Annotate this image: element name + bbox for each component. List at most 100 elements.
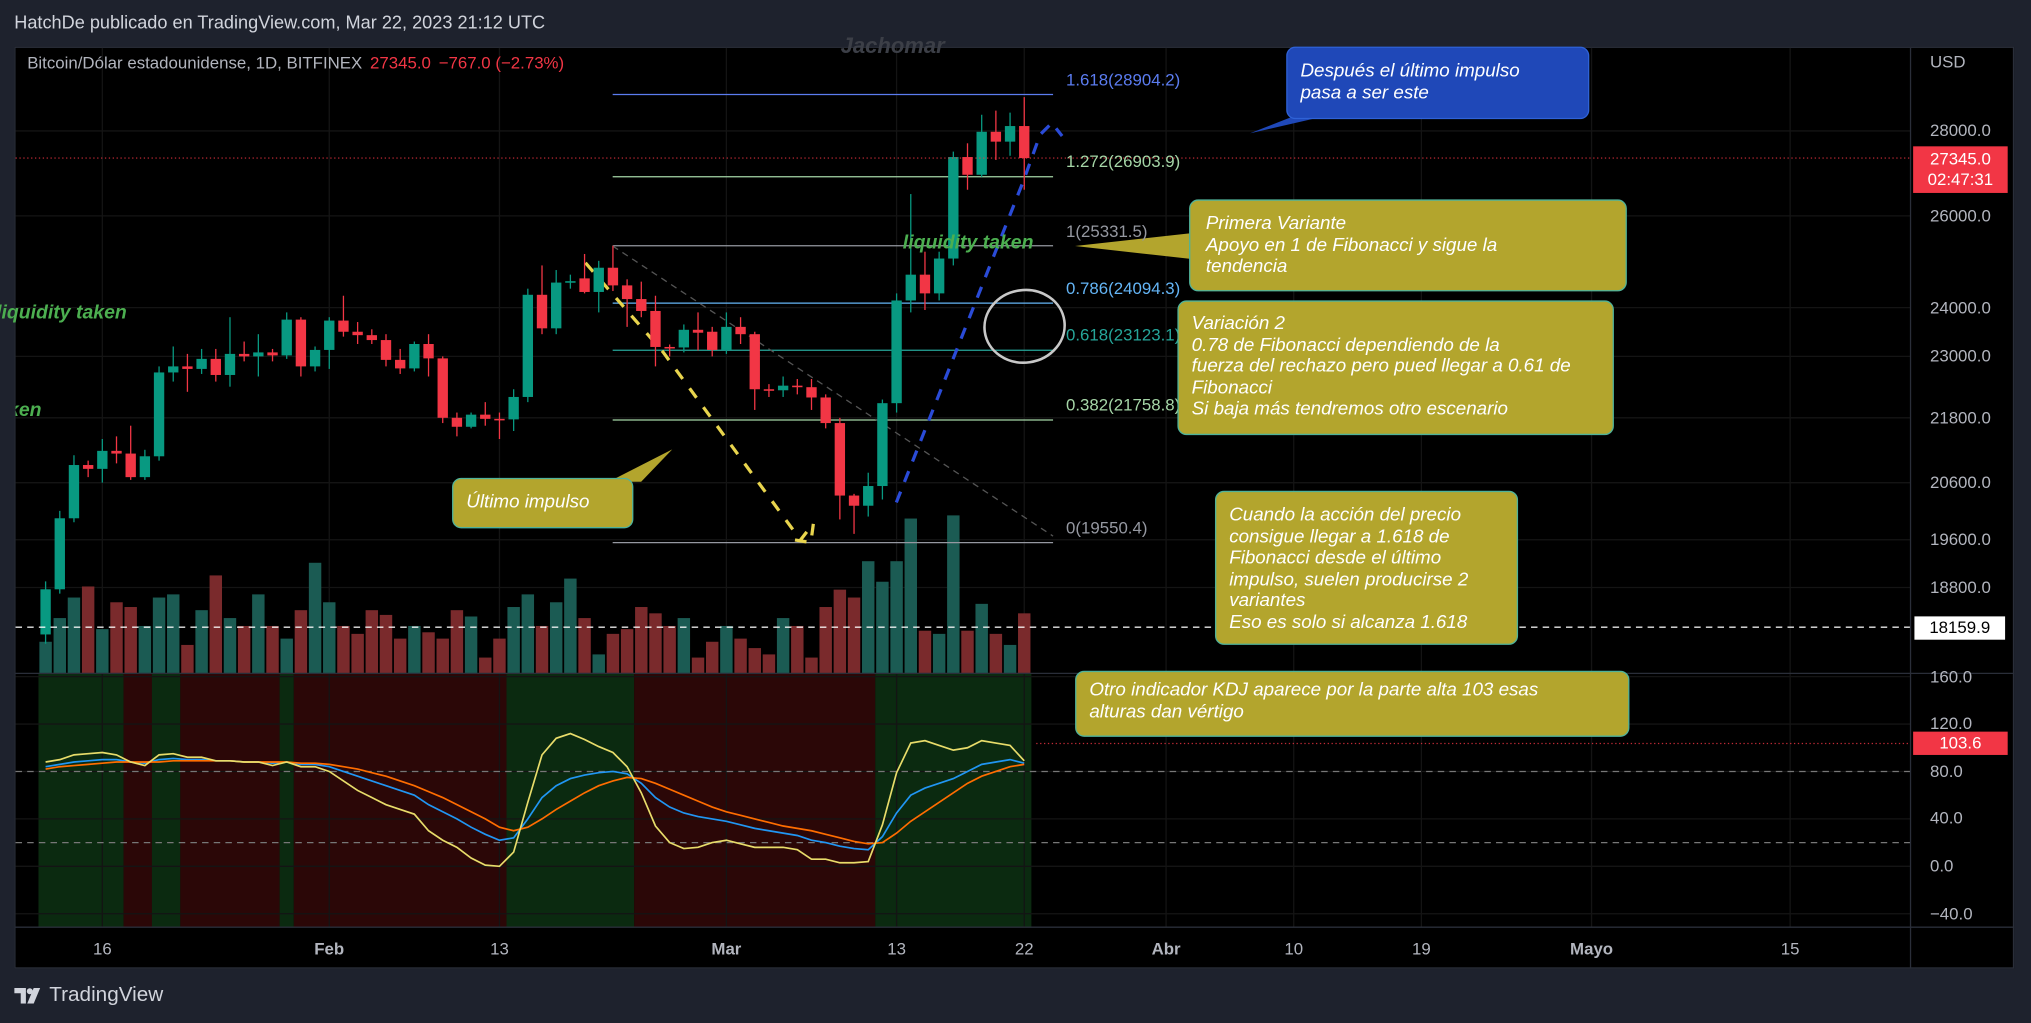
regime-band-bear (180, 673, 280, 928)
volume-bar (223, 618, 237, 674)
time-tick-label[interactable]: Abr (1151, 938, 1181, 959)
candle (650, 295, 661, 367)
time-tick-label[interactable]: 13 (490, 938, 509, 959)
candle (295, 317, 307, 377)
candle-body (366, 335, 377, 341)
time-tick-label[interactable]: 22 (1014, 938, 1034, 959)
volume-bar (606, 633, 620, 674)
candle-body (536, 294, 548, 329)
candle (394, 348, 406, 374)
kdj-tick-label[interactable]: 120.0 (1929, 713, 1973, 734)
candle (210, 348, 221, 382)
candle (111, 436, 122, 464)
publish-info: HatchDe publicado en TradingView.com, Ma… (14, 11, 546, 33)
candle (352, 322, 363, 344)
symbol-legend[interactable]: Bitcoin/Dólar estadounidense, 1D, BITFIN… (27, 53, 564, 72)
candle (480, 402, 491, 426)
candle (820, 394, 831, 429)
drawings[interactable] (584, 120, 1070, 545)
kdj-tick-label[interactable]: 160.0 (1929, 666, 1973, 686)
blue-dashed-projection[interactable] (894, 120, 1064, 504)
volume-bar (1018, 613, 1031, 674)
volume-bar (1003, 644, 1017, 674)
hand-drawn-circle[interactable] (980, 285, 1070, 368)
time-tick-label[interactable]: Mayo (1570, 938, 1614, 959)
current-price: 27345.0 (1929, 148, 1991, 169)
time-tick-label[interactable]: Mar (711, 938, 742, 959)
candle-body (309, 349, 321, 367)
candle (607, 245, 619, 292)
candle-body (409, 343, 420, 369)
note-after-impulse[interactable]: Después el último impulso pasa a ser est… (1286, 46, 1590, 120)
volume-bar (521, 594, 535, 674)
candle (508, 389, 519, 432)
time-tick-label[interactable]: 19 (1411, 938, 1431, 959)
candle-body (834, 423, 846, 496)
candle (621, 279, 633, 327)
regime-band-bear (293, 673, 507, 928)
candle (976, 114, 987, 177)
fibonacci-extension[interactable] (612, 93, 1054, 544)
liquidity-taken-label[interactable]: liquidity taken (16, 398, 42, 421)
candle-body (551, 282, 562, 329)
volume-bar (791, 625, 804, 674)
liquidity-taken-label[interactable]: liquidity taken (902, 231, 1034, 254)
price-tick-label[interactable]: 26000.0 (1929, 205, 1991, 225)
volume-bar (890, 561, 903, 674)
descending-trendline[interactable] (612, 245, 1054, 537)
price-tick-label[interactable]: 28000.0 (1929, 120, 1991, 141)
candle-body (324, 320, 335, 350)
time-tick-label[interactable]: 13 (887, 938, 906, 959)
candle (721, 312, 732, 354)
footer-logo[interactable]: TradingView (14, 984, 163, 1007)
note-ultimo-impulso[interactable]: Último impulso (452, 477, 634, 529)
kdj-tick-label[interactable]: 0.0 (1929, 855, 1954, 876)
regime-band-bull (38, 673, 124, 928)
volume-bar (734, 638, 747, 674)
note-primera-variante[interactable]: Primera Variante Apoyo en 1 de Fibonacci… (1189, 199, 1627, 292)
time-tick-label[interactable]: 15 (1780, 938, 1800, 959)
price-tick-label[interactable]: 19600.0 (1929, 529, 1991, 549)
price-tick-label[interactable]: 23000.0 (1929, 346, 1991, 366)
regime-band-bull (151, 673, 181, 928)
price-tick-label[interactable]: 18800.0 (1929, 577, 1991, 597)
candle-body (607, 267, 619, 286)
candle-body (820, 397, 831, 424)
candle (707, 326, 718, 357)
volume-bar (635, 607, 648, 674)
liquidity-taken-label[interactable]: liquidity taken (0, 301, 127, 324)
candle (990, 110, 1002, 160)
price-tick-label[interactable]: 20600.0 (1929, 472, 1991, 492)
volume-bar (649, 613, 662, 674)
candle (692, 312, 704, 351)
volume-bar (181, 644, 194, 674)
candle (324, 317, 335, 369)
price-tick-label[interactable]: 24000.0 (1929, 297, 1991, 317)
time-tick-label[interactable]: Feb (314, 938, 345, 959)
note-kdj[interactable]: Otro indicador KDJ aparece por la parte … (1075, 670, 1630, 737)
last-price: 27345.0 (370, 53, 431, 73)
kdj-tick-label[interactable]: −40.0 (1929, 903, 1973, 923)
bar-countdown: 02:47:31 (1927, 169, 1994, 190)
price-tick-label[interactable]: 21800.0 (1929, 407, 1991, 427)
volume-bar (110, 602, 123, 674)
time-tick-label[interactable]: 10 (1284, 938, 1304, 959)
candle-body (905, 274, 916, 301)
volume-bar (138, 625, 152, 674)
yellow-dashed-path[interactable] (584, 261, 816, 545)
volume-bar (663, 625, 676, 674)
candle-body (508, 396, 519, 420)
kdj-tick-label[interactable]: 40.0 (1929, 808, 1963, 828)
kdj-tick-label[interactable]: 80.0 (1929, 761, 1963, 781)
candle-body (253, 352, 264, 357)
candle-body (97, 450, 108, 469)
candle-body (678, 329, 690, 348)
time-tick-label[interactable]: 16 (92, 938, 112, 959)
note-cuando[interactable]: Cuando la acción del precio consigue lle… (1214, 490, 1519, 645)
liquidity-label-clip: liquidity taken (16, 399, 42, 421)
candle-body (380, 340, 392, 360)
note-variacion-2[interactable]: Variación 2 0.78 de Fibonacci dependiend… (1177, 300, 1614, 436)
candle-body (139, 456, 151, 478)
candle-body (451, 417, 463, 427)
